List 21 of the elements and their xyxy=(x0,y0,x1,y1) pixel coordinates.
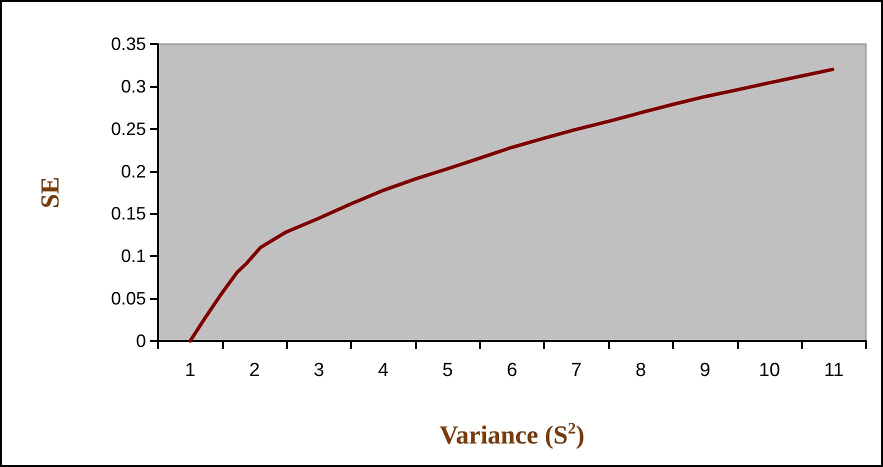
x-tick-label: 4 xyxy=(378,360,389,381)
y-tick-label: 0.2 xyxy=(120,161,146,182)
y-tick-label: 0.15 xyxy=(110,204,146,224)
x-tick-label: 9 xyxy=(700,360,710,381)
x-tick-label: 6 xyxy=(506,360,518,381)
y-tick-label: 0 xyxy=(136,331,146,351)
y-tick-label: 0.05 xyxy=(110,288,146,309)
x-tick-label: 5 xyxy=(442,360,453,381)
y-tick-label: 0.25 xyxy=(110,118,146,139)
x-tick-label: 1 xyxy=(184,360,196,381)
x-tick-label: 3 xyxy=(314,360,324,381)
line-series xyxy=(188,68,834,343)
y-tick-label: 0.35 xyxy=(110,34,146,54)
x-tick-label: 10 xyxy=(758,360,780,381)
x-tick-label: 8 xyxy=(635,360,646,381)
y-tick-label: 0.3 xyxy=(120,76,146,96)
y-tick-label: 0.1 xyxy=(120,246,146,266)
x-tick-label: 2 xyxy=(249,360,260,381)
x-tick-label: 7 xyxy=(571,360,582,381)
y-axis-title: SE xyxy=(36,176,64,208)
x-tick-label: 11 xyxy=(824,360,844,381)
